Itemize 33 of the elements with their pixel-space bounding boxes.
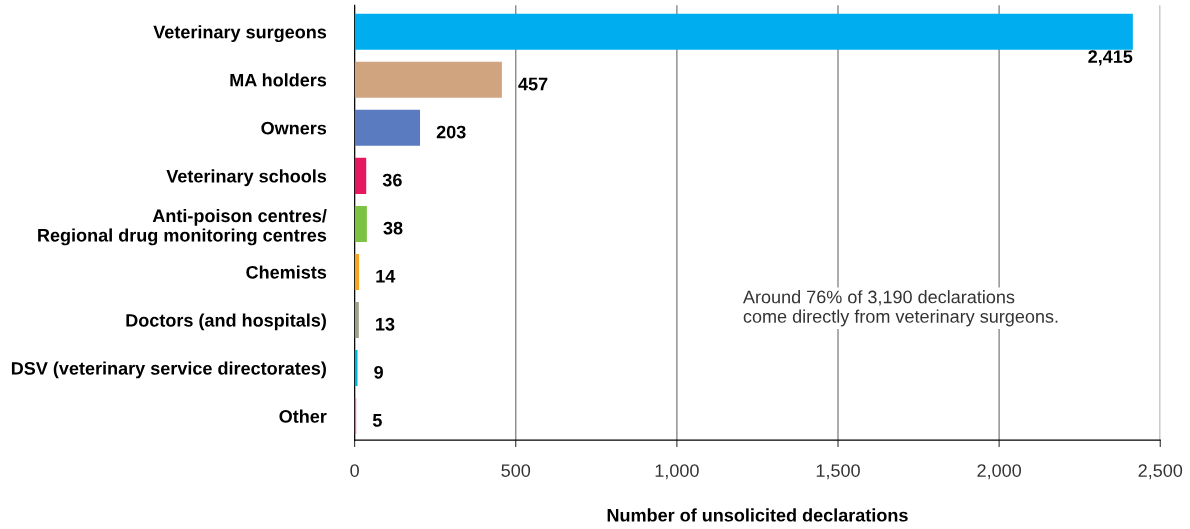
x-tick-label: 500 [501, 464, 531, 477]
y-tick-label: DSV (veterinary service directorates) [11, 361, 326, 379]
bar [354, 301, 359, 339]
y-tick-label: MA holders [230, 73, 327, 87]
y-tick-label: Other [279, 409, 327, 423]
bar [354, 350, 358, 387]
data-label: 36 [382, 173, 402, 187]
bar [354, 109, 421, 146]
x-tick-label: 2,000 [977, 464, 1022, 480]
x-tick-label: 0 [350, 464, 359, 477]
y-tick-label: Anti-poison centres/ Regional drug monitoring centres [38, 208, 327, 246]
x-axis-title: Number of unsolicited declarations [607, 508, 908, 522]
data-label: 9 [374, 365, 383, 379]
y-tick-label: Owners [261, 121, 327, 135]
annotation: Around 76% of 3,190 declarations come directly from veterinary surgeons. [742, 290, 1058, 327]
data-label: 203 [436, 125, 466, 139]
data-label: 457 [518, 77, 548, 91]
bar [354, 205, 367, 242]
x-tick-label: 1,000 [655, 464, 699, 480]
y-tick-label: Doctors (and hospitals) [126, 313, 326, 331]
data-label: 14 [376, 269, 396, 283]
y-tick-label: Chemists [246, 265, 327, 279]
y-tick-label: Veterinary surgeons [153, 25, 327, 43]
x-tick-label: 2,500 [1138, 464, 1183, 480]
data-label: 5 [372, 414, 382, 427]
bar [354, 157, 367, 194]
x-tick-label: 1,500 [816, 464, 860, 480]
y-tick-label: Veterinary schools [166, 169, 327, 187]
bar [354, 13, 1133, 50]
data-label: 38 [383, 221, 403, 235]
data-label: 2,415 [1088, 50, 1133, 66]
data-label: 13 [376, 317, 395, 331]
bar [354, 61, 502, 98]
